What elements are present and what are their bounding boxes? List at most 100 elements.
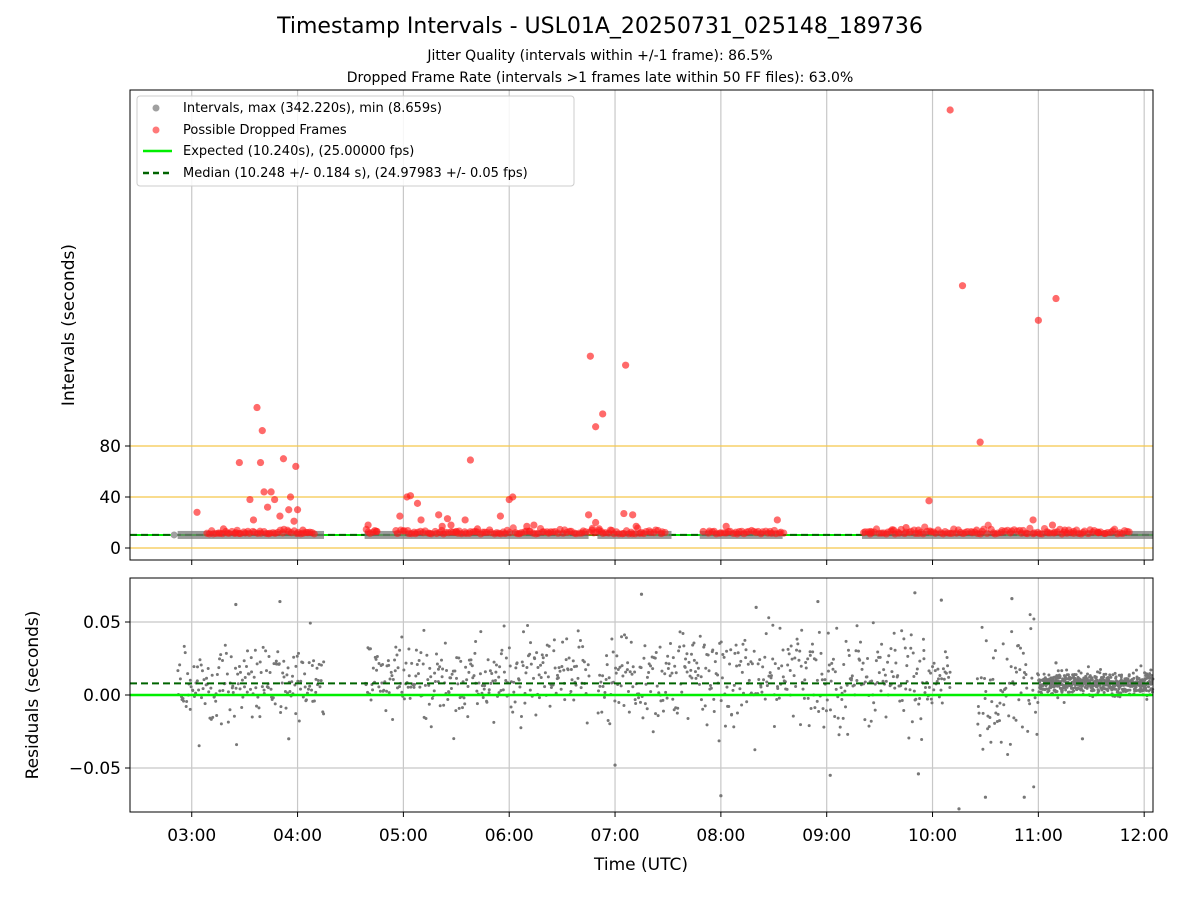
residual-point — [666, 666, 670, 670]
dropped-frame-point — [902, 524, 910, 532]
residual-point — [236, 672, 240, 676]
residual-point — [814, 658, 818, 662]
residual-point — [833, 670, 837, 674]
residual-point — [382, 688, 386, 692]
dropped-frame-point — [773, 516, 781, 524]
residual-point — [750, 662, 754, 666]
residual-point — [725, 649, 729, 653]
residual-point — [463, 702, 467, 706]
residual-point — [1001, 642, 1005, 646]
residual-point — [822, 725, 826, 729]
residual-point — [570, 678, 574, 682]
residual-point — [941, 667, 945, 671]
residual-point — [991, 656, 995, 660]
residual-point — [449, 686, 453, 690]
residual-point — [255, 704, 259, 708]
residual-point — [983, 677, 987, 681]
residual-point — [433, 680, 437, 684]
residual-point — [696, 666, 700, 670]
residual-point — [1134, 685, 1138, 689]
residual-point — [473, 651, 477, 655]
residual-point — [481, 696, 485, 700]
residual-point — [303, 672, 307, 676]
residual-point — [740, 670, 744, 674]
residual-point — [721, 653, 725, 657]
dropped-frame-point — [406, 492, 415, 500]
residual-point — [521, 664, 525, 668]
residual-point — [844, 639, 848, 643]
residual-point — [676, 706, 680, 710]
dropped-frame-point — [780, 529, 788, 537]
residual-point — [1092, 688, 1096, 692]
residual-point — [556, 676, 560, 680]
residual-point — [479, 630, 483, 634]
dropped-frame-point — [290, 517, 298, 525]
residual-point — [873, 708, 877, 712]
residual-point — [441, 667, 445, 671]
dropped-frame-point — [260, 488, 268, 496]
residual-point — [478, 672, 482, 676]
residual-point — [374, 657, 378, 661]
residual-point — [976, 704, 980, 708]
residual-point — [409, 685, 413, 689]
residual-point — [670, 671, 674, 675]
residual-point — [921, 637, 925, 641]
residual-point — [625, 668, 629, 672]
residual-point — [564, 658, 568, 662]
residual-point — [1119, 691, 1123, 695]
residual-point — [722, 655, 726, 659]
dropped-frame-point — [1070, 527, 1078, 536]
residual-point — [852, 683, 856, 687]
residual-point — [519, 714, 523, 718]
residual-point — [396, 666, 400, 670]
residual-point — [188, 707, 192, 711]
legend-label-median: Median (10.248 +/- 0.184 s), (24.97983 +… — [183, 166, 528, 181]
residual-point — [1114, 687, 1118, 691]
residual-point — [584, 668, 588, 672]
residual-point — [546, 675, 550, 679]
residuals-ytick-label: −0.05 — [69, 759, 121, 779]
x-tick-label: 10:00 — [908, 826, 957, 846]
residual-point — [898, 699, 902, 703]
residual-point — [769, 674, 773, 678]
residual-point — [817, 630, 821, 634]
dropped-frame-points — [193, 106, 1133, 538]
residual-point — [312, 659, 316, 663]
residual-point — [397, 685, 401, 689]
residual-point — [932, 688, 936, 692]
residual-point — [406, 685, 410, 689]
residual-point — [975, 677, 979, 681]
residual-point — [422, 628, 426, 632]
residual-point — [486, 658, 490, 662]
residual-point — [946, 664, 950, 668]
residual-point — [634, 702, 638, 706]
residual-point — [697, 682, 701, 686]
residual-point — [1065, 668, 1069, 672]
residual-point — [772, 725, 776, 729]
residual-point — [859, 640, 863, 644]
residual-point — [219, 653, 223, 657]
residual-point — [957, 807, 961, 811]
residual-point — [715, 651, 719, 655]
residual-point — [577, 645, 581, 649]
residual-point — [759, 685, 763, 689]
residual-point — [1131, 671, 1135, 675]
residual-point — [922, 657, 926, 661]
residual-point — [218, 657, 222, 661]
residual-point — [467, 670, 471, 674]
residual-point — [649, 664, 653, 668]
residual-point — [557, 666, 561, 670]
chart-subtitle-dropped: Dropped Frame Rate (intervals >1 frames … — [346, 70, 854, 86]
residual-point — [703, 704, 707, 708]
residual-point — [1080, 737, 1085, 741]
residual-point — [582, 660, 586, 664]
residual-point — [277, 662, 281, 666]
residual-point — [993, 721, 997, 725]
residual-point — [429, 675, 433, 679]
interval-point — [170, 531, 178, 539]
residual-point — [1081, 689, 1085, 693]
residual-point — [312, 699, 316, 703]
residual-point — [201, 687, 205, 691]
residual-point — [292, 655, 296, 659]
x-tick-label: 12:00 — [1120, 826, 1169, 846]
